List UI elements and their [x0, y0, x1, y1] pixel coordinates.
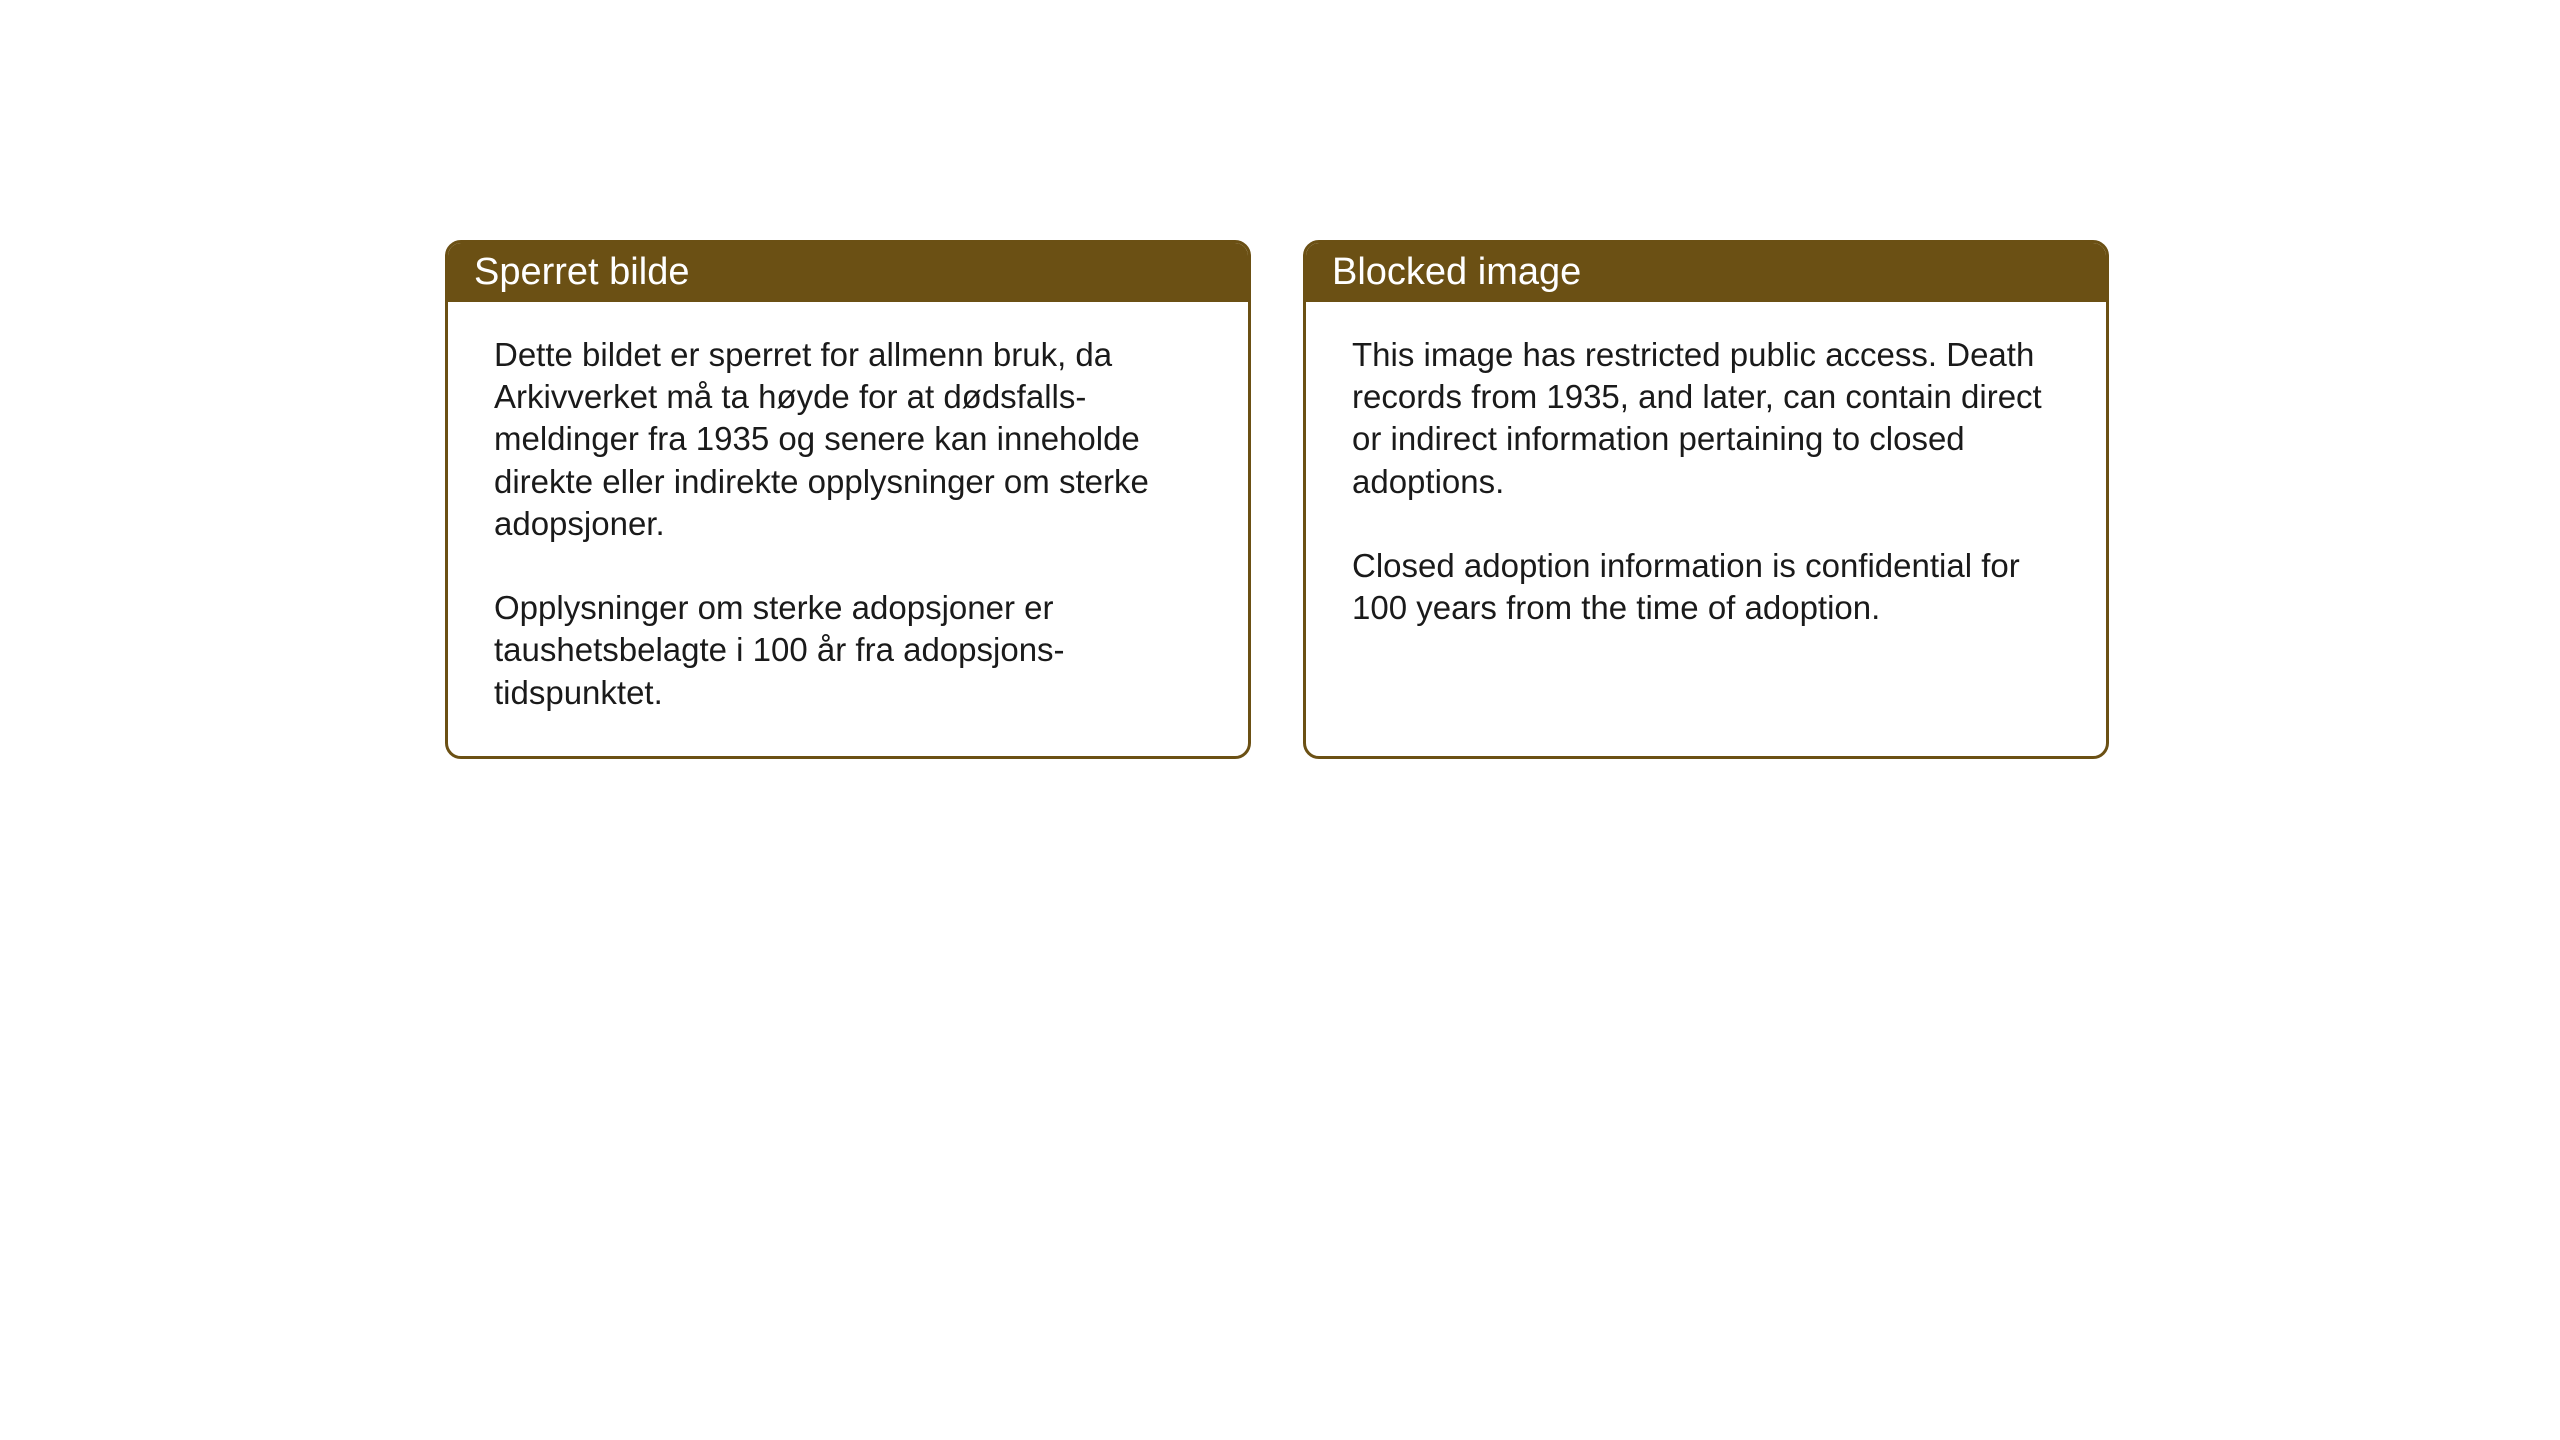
- card-title: Sperret bilde: [474, 251, 689, 293]
- notice-card-norwegian: Sperret bilde Dette bildet er sperret fo…: [445, 240, 1251, 759]
- notice-card-english: Blocked image This image has restricted …: [1303, 240, 2109, 759]
- notice-container: Sperret bilde Dette bildet er sperret fo…: [445, 240, 2109, 759]
- card-header-english: Blocked image: [1306, 243, 2106, 302]
- card-body-english: This image has restricted public access.…: [1306, 302, 2106, 702]
- card-header-norwegian: Sperret bilde: [448, 243, 1248, 302]
- card-paragraph: This image has restricted public access.…: [1352, 334, 2060, 503]
- card-body-norwegian: Dette bildet er sperret for allmenn bruk…: [448, 302, 1248, 756]
- card-paragraph: Dette bildet er sperret for allmenn bruk…: [494, 334, 1202, 545]
- card-paragraph: Closed adoption information is confident…: [1352, 545, 2060, 629]
- card-paragraph: Opplysninger om sterke adopsjoner er tau…: [494, 587, 1202, 714]
- card-title: Blocked image: [1332, 251, 1581, 293]
